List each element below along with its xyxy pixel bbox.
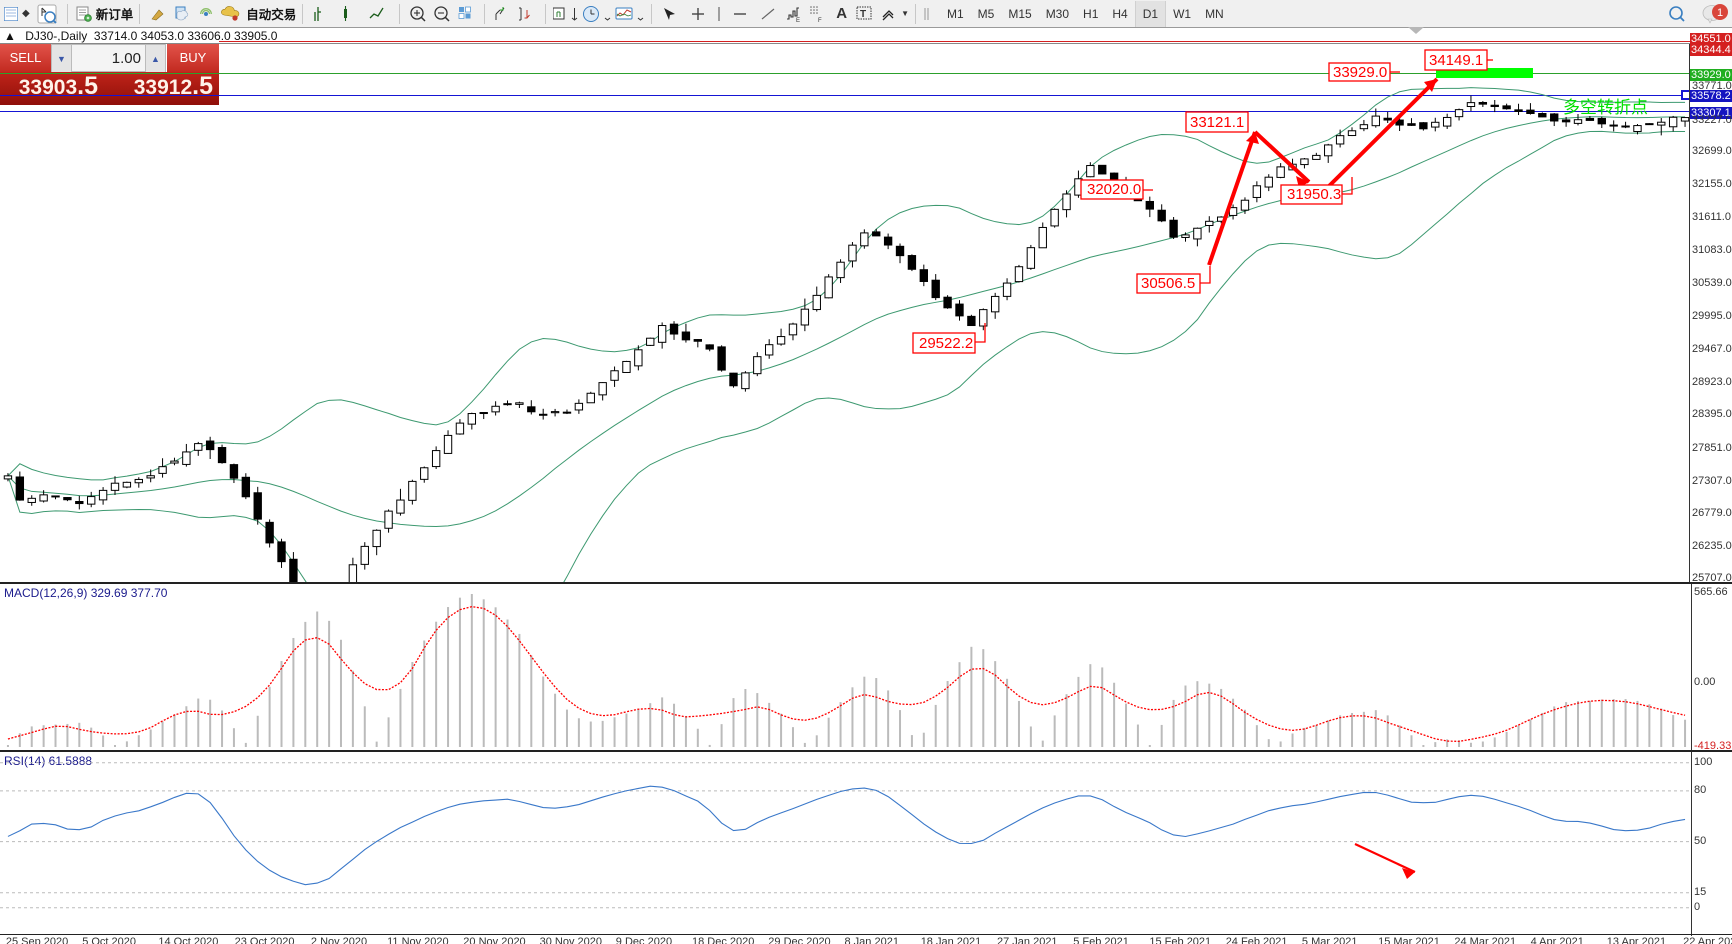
svg-text:34149.1: 34149.1 <box>1429 52 1483 69</box>
svg-text:30506.5: 30506.5 <box>1141 275 1195 292</box>
svg-text:1: 1 <box>1717 7 1723 19</box>
svg-text:T: T <box>860 9 866 20</box>
svg-text:E: E <box>796 18 800 23</box>
svg-text:F: F <box>818 18 822 23</box>
svg-text:33121.1: 33121.1 <box>1190 114 1244 131</box>
svg-text:多空转折点: 多空转折点 <box>1563 98 1648 117</box>
svg-text:29522.2: 29522.2 <box>919 335 973 352</box>
svg-text:33929.0: 33929.0 <box>1333 64 1387 81</box>
svg-text:32020.0: 32020.0 <box>1087 181 1141 198</box>
svg-text:31950.3: 31950.3 <box>1287 186 1341 203</box>
